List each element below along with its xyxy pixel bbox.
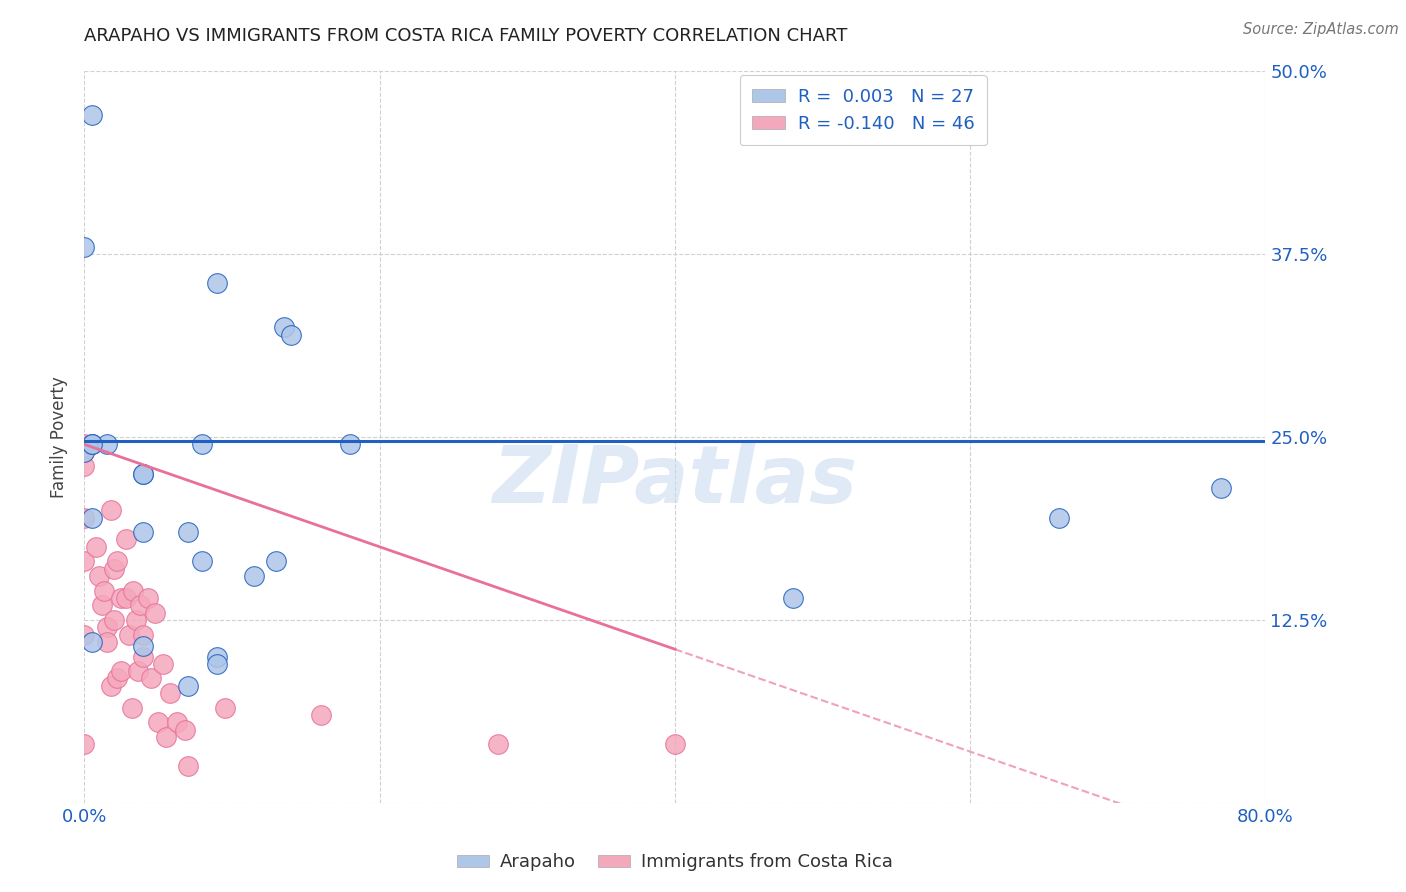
Point <box>136 591 159 605</box>
Point <box>486 737 509 751</box>
Y-axis label: Family Poverty: Family Poverty <box>51 376 69 498</box>
Point <box>155 730 177 744</box>
Legend: R =  0.003   N = 27, R = -0.140   N = 46: R = 0.003 N = 27, R = -0.140 N = 46 <box>740 75 987 145</box>
Point <box>173 723 195 737</box>
Point <box>105 672 128 686</box>
Point <box>205 657 228 671</box>
Point <box>122 583 145 598</box>
Text: Source: ZipAtlas.com: Source: ZipAtlas.com <box>1243 22 1399 37</box>
Point <box>1047 510 1070 524</box>
Point <box>129 599 152 613</box>
Point <box>110 591 132 605</box>
Point <box>132 649 155 664</box>
Point <box>121 700 143 714</box>
Point <box>73 737 96 751</box>
Point <box>782 591 804 605</box>
Point <box>73 459 96 474</box>
Point <box>664 737 686 751</box>
Point <box>73 437 96 451</box>
Point <box>96 437 118 451</box>
Point <box>152 657 174 671</box>
Point <box>273 320 295 334</box>
Point <box>114 533 136 547</box>
Point <box>73 627 96 641</box>
Point <box>96 620 118 634</box>
Point <box>132 467 155 481</box>
Point <box>80 437 103 451</box>
Point <box>205 649 228 664</box>
Point <box>132 525 155 540</box>
Point <box>80 510 103 524</box>
Point <box>100 679 122 693</box>
Point <box>309 708 332 723</box>
Point <box>139 672 162 686</box>
Point <box>91 599 114 613</box>
Point <box>205 277 228 291</box>
Point <box>143 606 166 620</box>
Point <box>132 640 155 654</box>
Point <box>1209 481 1232 495</box>
Point <box>80 437 103 451</box>
Point <box>114 591 136 605</box>
Point <box>132 467 155 481</box>
Point <box>148 715 170 730</box>
Point <box>96 635 118 649</box>
Point <box>80 635 103 649</box>
Point <box>105 554 128 568</box>
Point <box>73 554 96 568</box>
Point <box>243 569 266 583</box>
Text: ARAPAHO VS IMMIGRANTS FROM COSTA RICA FAMILY POVERTY CORRELATION CHART: ARAPAHO VS IMMIGRANTS FROM COSTA RICA FA… <box>84 27 848 45</box>
Point <box>166 715 188 730</box>
Point <box>127 664 149 678</box>
Point <box>118 627 141 641</box>
Point <box>280 327 302 342</box>
Point <box>191 554 214 568</box>
Point <box>132 627 155 641</box>
Point <box>84 540 107 554</box>
Point <box>80 108 103 122</box>
Legend: Arapaho, Immigrants from Costa Rica: Arapaho, Immigrants from Costa Rica <box>450 847 900 879</box>
Point <box>73 510 96 524</box>
Point <box>89 569 111 583</box>
Point <box>103 562 125 576</box>
Point <box>191 437 214 451</box>
Point <box>73 240 96 254</box>
Point <box>110 664 132 678</box>
Point <box>339 437 361 451</box>
Point <box>100 503 122 517</box>
Point <box>125 613 148 627</box>
Point <box>73 444 96 458</box>
Point <box>177 679 200 693</box>
Point <box>214 700 236 714</box>
Point <box>177 525 200 540</box>
Text: ZIPatlas: ZIPatlas <box>492 442 858 520</box>
Point <box>264 554 288 568</box>
Point <box>93 583 115 598</box>
Point <box>177 759 200 773</box>
Point <box>80 437 103 451</box>
Point <box>103 613 125 627</box>
Point <box>159 686 181 700</box>
Point <box>73 444 96 458</box>
